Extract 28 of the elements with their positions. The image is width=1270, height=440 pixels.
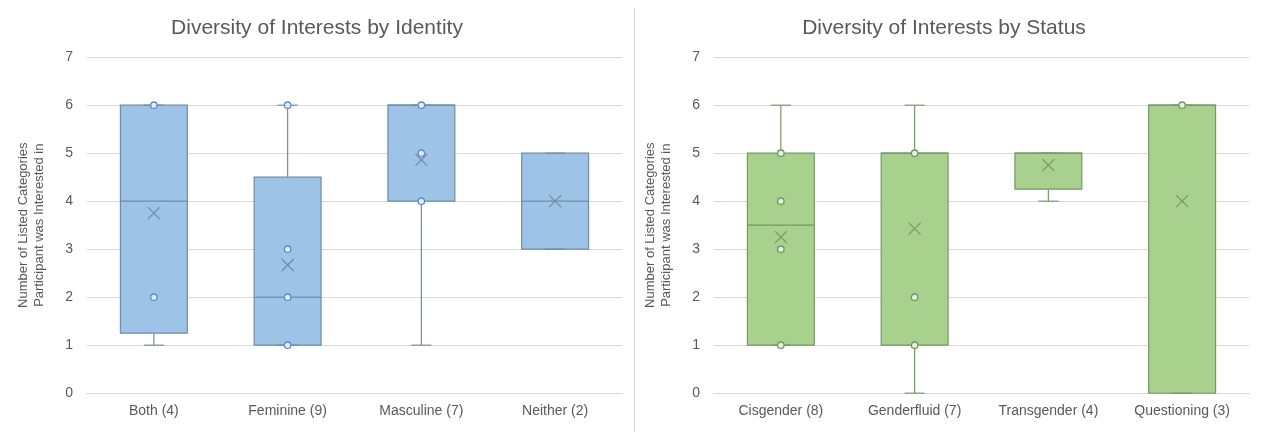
- chart-title: Diversity of Interests by Status: [802, 15, 1086, 39]
- y-tick-label: 7: [65, 48, 74, 65]
- y-tick-label: 3: [65, 240, 74, 257]
- y-tick-label: 1: [692, 336, 701, 353]
- y-tick-label: 2: [692, 288, 701, 305]
- x-tick-label: Both (4): [128, 402, 179, 419]
- x-tick-label: Neither (2): [522, 402, 589, 419]
- x-tick-label: Feminine (9): [248, 402, 327, 419]
- chart-title: Diversity of Interests by Identity: [171, 15, 464, 39]
- y-tick-label: 6: [65, 96, 74, 113]
- y-tick-label: 5: [65, 144, 74, 161]
- y-axis-title: Number of Listed Categories Participant was Interested in: [15, 141, 46, 308]
- y-tick-label: 2: [65, 288, 74, 305]
- y-tick-label: 6: [692, 96, 701, 113]
- y-tick-label: 0: [692, 384, 701, 401]
- x-tick-label: Cisgender (8): [738, 402, 824, 419]
- y-tick-label: 1: [65, 336, 74, 353]
- y-tick-label: 4: [692, 192, 701, 209]
- y-tick-label: 4: [65, 192, 74, 209]
- x-tick-label: Masculine (7): [379, 402, 464, 419]
- x-tick-label: Questioning (3): [1134, 402, 1230, 419]
- y-tick-label: 5: [692, 144, 701, 161]
- y-tick-label: 3: [692, 240, 701, 257]
- y-tick-label: 0: [65, 384, 74, 401]
- y-axis-title: Number of Listed Categories Participant was Interested in: [642, 141, 673, 308]
- x-tick-label: Genderfluid (7): [867, 402, 962, 419]
- y-tick-label: 7: [692, 48, 701, 65]
- x-tick-label: Transgender (4): [998, 402, 1099, 419]
